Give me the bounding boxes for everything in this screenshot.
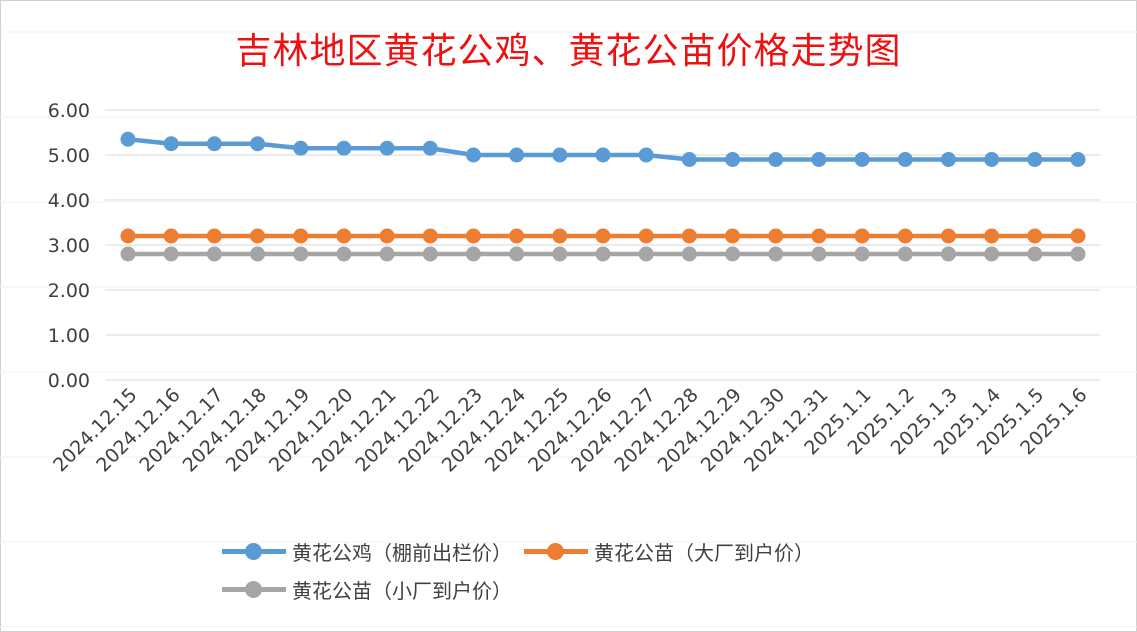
data-point-0 — [768, 152, 784, 167]
y-tick-label: 0.00 — [48, 370, 90, 392]
data-point-0 — [1027, 152, 1043, 167]
data-point-2 — [897, 246, 913, 262]
data-point-2 — [552, 246, 568, 262]
legend-swatch-chick-large — [524, 541, 588, 561]
y-tick-label: 4.00 — [48, 190, 90, 212]
legend-item-chick-large: 黄花公苗（大厂到户价） — [524, 537, 814, 566]
data-point-1 — [681, 228, 697, 244]
data-point-2 — [1027, 246, 1043, 262]
legend-label-rooster: 黄花公鸡（棚前出栏价） — [292, 540, 512, 565]
legend-item-chick-small: 黄花公苗（小厂到户价） — [222, 575, 512, 604]
data-point-1 — [379, 228, 395, 244]
data-point-1 — [1070, 228, 1086, 244]
data-point-0 — [336, 140, 352, 156]
data-point-0 — [250, 136, 266, 152]
data-point-2 — [725, 246, 741, 262]
legend-row-2: 黄花公苗（小厂到户价） — [222, 570, 1022, 608]
data-point-0 — [552, 147, 568, 163]
data-point-1 — [940, 228, 956, 244]
data-point-1 — [725, 228, 741, 244]
data-point-2 — [120, 246, 136, 262]
data-point-0 — [897, 152, 913, 167]
data-point-0 — [725, 152, 741, 167]
legend-label-chick-large: 黄花公苗（大厂到户价） — [594, 540, 814, 565]
legend-item-rooster: 黄花公鸡（棚前出栏价） — [222, 537, 512, 566]
data-point-1 — [422, 228, 438, 244]
legend: 黄花公鸡（棚前出栏价） 黄花公苗（大厂到户价） 黄花公苗（小厂到户价） — [222, 532, 1022, 608]
data-point-0 — [854, 152, 870, 167]
data-point-0 — [465, 147, 481, 163]
data-point-2 — [465, 246, 481, 262]
data-point-2 — [379, 246, 395, 262]
data-point-0 — [595, 147, 611, 163]
y-tick-label: 5.00 — [48, 145, 90, 167]
data-point-2 — [638, 246, 654, 262]
data-point-1 — [336, 228, 352, 244]
data-point-2 — [768, 246, 784, 262]
data-point-1 — [552, 228, 568, 244]
data-point-0 — [206, 136, 222, 152]
data-point-2 — [509, 246, 525, 262]
legend-label-chick-small: 黄花公苗（小厂到户价） — [292, 578, 512, 603]
data-point-0 — [509, 147, 525, 163]
data-point-2 — [984, 246, 1000, 262]
data-point-1 — [595, 228, 611, 244]
data-point-0 — [940, 152, 956, 167]
data-point-2 — [854, 246, 870, 262]
data-point-0 — [681, 152, 697, 167]
data-point-1 — [465, 228, 481, 244]
data-point-2 — [336, 246, 352, 262]
data-point-2 — [1070, 246, 1086, 262]
data-point-0 — [379, 140, 395, 156]
y-tick-label: 2.00 — [48, 280, 90, 302]
data-point-1 — [984, 228, 1000, 244]
data-point-1 — [509, 228, 525, 244]
data-point-1 — [120, 228, 136, 244]
data-point-1 — [206, 228, 222, 244]
data-point-2 — [293, 246, 309, 262]
data-point-0 — [120, 131, 136, 147]
data-point-2 — [811, 246, 827, 262]
data-point-2 — [940, 246, 956, 262]
data-point-1 — [638, 228, 654, 244]
data-point-2 — [595, 246, 611, 262]
data-point-1 — [293, 228, 309, 244]
data-point-2 — [163, 246, 179, 262]
chart-title: 吉林地区黄花公鸡、黄花公苗价格走势图 — [235, 31, 902, 72]
data-point-1 — [897, 228, 913, 244]
data-point-2 — [250, 246, 266, 262]
y-tick-label: 6.00 — [48, 100, 90, 122]
data-point-2 — [681, 246, 697, 262]
data-point-1 — [854, 228, 870, 244]
data-point-0 — [422, 140, 438, 156]
data-point-2 — [206, 246, 222, 262]
data-point-1 — [1027, 228, 1043, 244]
data-point-0 — [1070, 152, 1086, 167]
data-point-0 — [811, 152, 827, 167]
legend-row-1: 黄花公鸡（棚前出栏价） 黄花公苗（大厂到户价） — [222, 532, 1022, 570]
data-point-0 — [163, 136, 179, 152]
data-point-1 — [163, 228, 179, 244]
data-point-2 — [422, 246, 438, 262]
legend-swatch-chick-small — [222, 579, 286, 599]
data-point-1 — [250, 228, 266, 244]
data-point-0 — [984, 152, 1000, 167]
data-point-0 — [293, 140, 309, 156]
data-point-1 — [811, 228, 827, 244]
data-point-1 — [768, 228, 784, 244]
legend-swatch-rooster — [222, 541, 286, 561]
y-tick-label: 1.00 — [48, 325, 90, 347]
data-point-0 — [638, 147, 654, 163]
y-tick-label: 3.00 — [48, 235, 90, 257]
